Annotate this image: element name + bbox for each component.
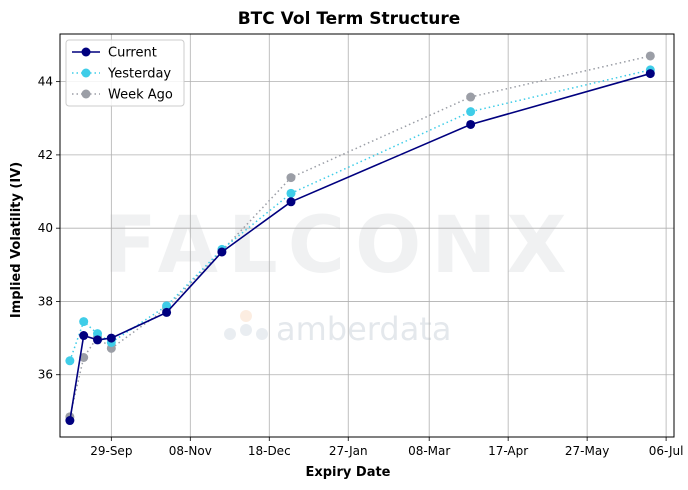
data-point [645, 69, 655, 79]
data-point [466, 107, 476, 117]
legend-marker [81, 68, 91, 78]
x-tick-label: 08-Mar [408, 444, 450, 458]
y-tick-label: 42 [38, 148, 53, 162]
x-tick-label: 06-Jul [649, 444, 684, 458]
svg-text:amberdata: amberdata [276, 310, 451, 348]
amberdata-watermark: amberdata [224, 310, 451, 348]
series-current [65, 69, 655, 426]
data-point [106, 333, 116, 343]
series-layer [65, 51, 655, 426]
y-tick-label: 40 [38, 221, 53, 235]
x-axis-ticks: 29-Sep 08-Nov 18-Dec 27-Jan 08-Mar 17-Apr 27-M… [90, 437, 683, 458]
data-point [79, 331, 89, 341]
legend-box [65, 39, 185, 107]
legend-marker [81, 89, 91, 99]
data-point [645, 51, 655, 61]
series-yesterday [65, 65, 655, 366]
svg-text:FALCONX: FALCONX [103, 201, 576, 291]
x-tick-label: 29-Sep [90, 444, 132, 458]
data-point [65, 416, 75, 426]
y-axis-ticks: 36 38 40 42 44 [38, 75, 60, 382]
y-tick-label: 38 [38, 294, 53, 308]
data-point [466, 119, 476, 129]
x-tick-label: 27-Jan [329, 444, 368, 458]
data-point [162, 307, 172, 317]
data-point [286, 188, 296, 198]
y-tick-label: 36 [38, 368, 53, 382]
x-tick-label: 18-Dec [248, 444, 291, 458]
legend-entry: Current [72, 46, 157, 61]
legend-entry: Week Ago [72, 88, 173, 103]
x-tick-label: 17-Apr [488, 444, 528, 458]
legend-label: Current [108, 46, 157, 61]
legend-entry: Yesterday [72, 67, 171, 82]
data-point [79, 317, 89, 327]
chart-title: BTC Vol Term Structure [238, 9, 461, 29]
series-line [69, 69, 651, 362]
data-point [217, 247, 227, 257]
data-point [79, 352, 89, 362]
data-point [162, 301, 172, 311]
falconx-watermark: FALCONX [103, 201, 576, 291]
data-point [93, 329, 103, 339]
legend-label: Yesterday [107, 67, 171, 82]
legend: Current Yesterday Week Ago [65, 39, 185, 107]
grid [60, 34, 674, 437]
y-axis-label: Implied Volatility (IV) [9, 162, 24, 318]
plot-frame [59, 33, 675, 438]
data-point [286, 197, 296, 207]
data-point [286, 173, 296, 183]
y-tick-label: 44 [38, 75, 53, 89]
data-point [466, 92, 476, 102]
data-point [93, 335, 103, 345]
x-tick-label: 08-Nov [169, 444, 212, 458]
x-tick-label: 27-May [565, 444, 609, 458]
x-axis-label: Expiry Date [305, 465, 390, 480]
legend-label: Week Ago [108, 88, 173, 103]
data-point [65, 356, 75, 366]
legend-marker [81, 47, 91, 57]
